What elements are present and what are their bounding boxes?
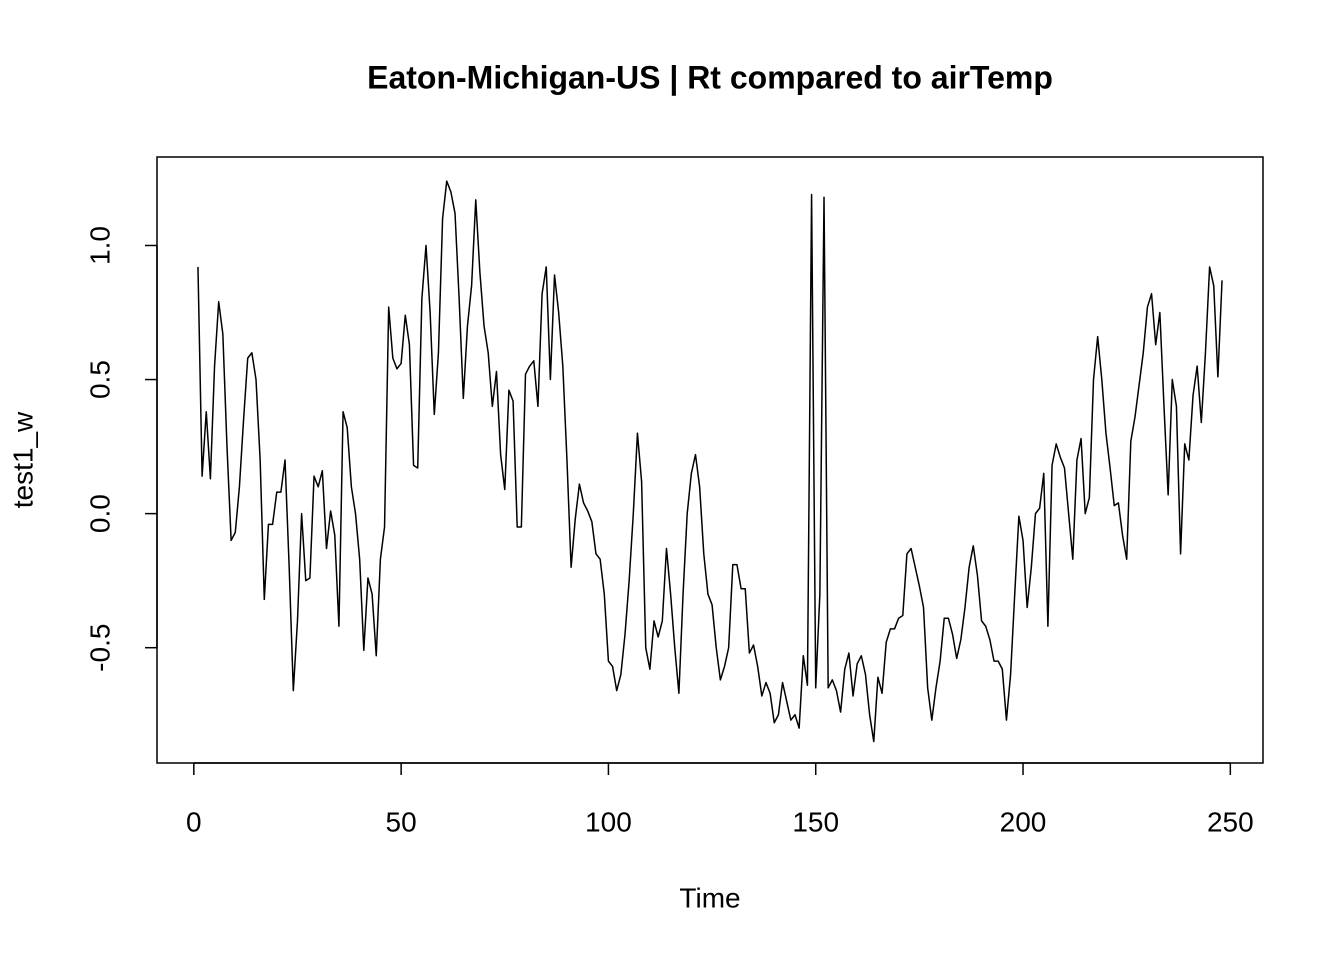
- x-axis-label: Time: [679, 882, 740, 913]
- chart-title: Eaton-Michigan-US | Rt compared to airTe…: [367, 59, 1053, 95]
- x-tick-label: 250: [1207, 806, 1254, 837]
- x-tick-label: 0: [186, 806, 202, 837]
- data-line: [197, 180, 1223, 743]
- x-tick-label: 150: [792, 806, 839, 837]
- x-tick-label: 50: [386, 806, 417, 837]
- y-tick-label: 0.0: [84, 494, 115, 533]
- x-tick-label: 100: [585, 806, 632, 837]
- y-axis-label: test1_w: [7, 411, 38, 508]
- x-tick-label: 200: [1000, 806, 1047, 837]
- y-tick-label: 1.0: [84, 226, 115, 265]
- y-tick-label: -0.5: [84, 624, 115, 672]
- y-tick-label: 0.5: [84, 360, 115, 399]
- plot-frame: [156, 156, 1264, 764]
